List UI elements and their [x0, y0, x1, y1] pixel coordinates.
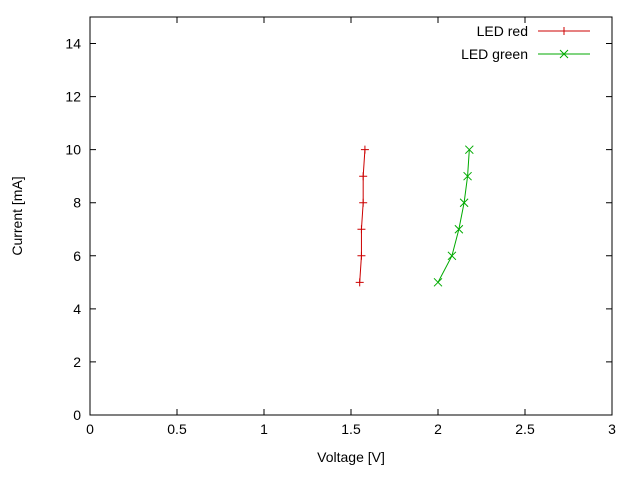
y-axis-label: Current [mA]: [9, 176, 25, 255]
marker-plus: [359, 172, 368, 181]
x-tick-label: 0.5: [167, 421, 187, 437]
marker-x: [459, 198, 469, 208]
marker-x: [433, 277, 443, 287]
axes: 0 0.5 1 1.5 2 2.5 3 0 2 4 6 8 10 12 14 Voltage [V] Curre…: [9, 16, 616, 465]
y-tick-label: 10: [65, 142, 81, 158]
series-led-red: [355, 145, 369, 287]
series-line: [359, 149, 366, 283]
marker-plus: [360, 145, 369, 154]
marker-x: [447, 251, 457, 261]
plot-border: [89, 16, 613, 416]
marker-x: [454, 224, 464, 234]
marker-plus: [560, 27, 568, 35]
x-tick-label: 1.5: [341, 421, 361, 437]
marker-plus: [357, 225, 366, 234]
legend-label: LED green: [461, 46, 528, 62]
marker-x: [464, 145, 474, 155]
y-tick-label: 12: [65, 89, 81, 105]
y-tick-label: 4: [73, 301, 81, 317]
marker-plus: [355, 278, 364, 287]
y-tick-label: 8: [73, 195, 81, 211]
y-tick-label: 2: [73, 354, 81, 370]
marker-plus: [359, 198, 368, 207]
y-tick-label: 6: [73, 248, 81, 264]
y-tick-label: 14: [65, 36, 81, 52]
y-tick-label: 0: [73, 407, 81, 423]
x-tick-label: 2.5: [515, 421, 535, 437]
x-tick-label: 3: [608, 421, 616, 437]
x-tick-label: 0: [86, 421, 94, 437]
marker-x: [463, 171, 472, 181]
series-led-green: [433, 145, 474, 287]
x-axis-label: Voltage [V]: [317, 449, 385, 465]
marker-plus: [357, 251, 366, 260]
x-tick-label: 1: [260, 421, 268, 437]
legend-label: LED red: [477, 23, 528, 39]
legend: LED red LED green: [461, 23, 590, 62]
series-line: [437, 149, 470, 283]
x-tick-label: 2: [434, 421, 442, 437]
marker-x: [559, 49, 569, 59]
